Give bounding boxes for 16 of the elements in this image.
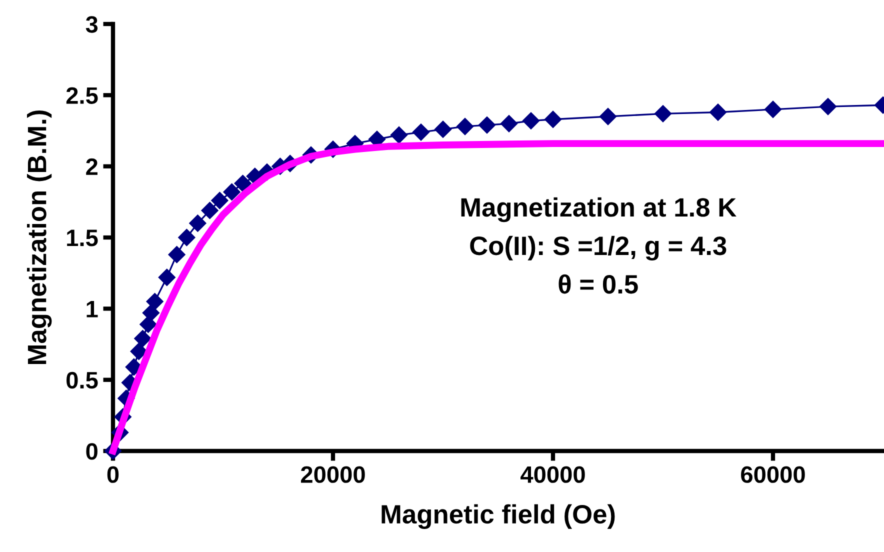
y-tick-label: 2.5: [66, 87, 98, 104]
x-axis-title: Magnetic field (Oe): [382, 504, 615, 529]
x-tick-label: 60000: [741, 466, 805, 483]
x-tick-label: 40000: [520, 466, 585, 483]
x-tick-label: 20000: [300, 466, 365, 483]
x-tick-label: 0: [107, 466, 119, 483]
y-tick-label: 0.5: [66, 372, 98, 389]
y-tick-label: 3: [86, 16, 98, 33]
annotation: Magnetization at 1.8 K: [461, 197, 736, 222]
annotation: θ = 0.5: [558, 274, 638, 294]
y-axis-title: Magnetization (B.M.): [26, 110, 52, 364]
annotation: Co(II): S =1/2, g = 4.3: [470, 236, 726, 261]
y-tick-label: 1: [86, 300, 98, 318]
y-tick-label: 0: [86, 443, 98, 460]
y-tick-label: 1.5: [67, 230, 98, 246]
y-tick-label: 2: [86, 158, 98, 175]
